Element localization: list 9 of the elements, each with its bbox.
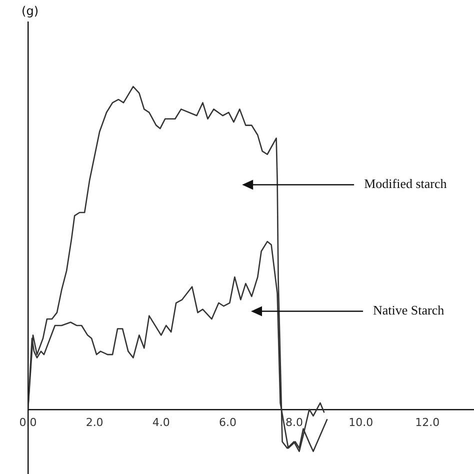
x-tick-label: 6.0: [218, 416, 236, 429]
text: (g): [22, 4, 38, 18]
x-tick-label: 12.0: [415, 416, 440, 429]
x-tick-label: 4.0: [152, 416, 170, 429]
annotation: Native Starch: [373, 302, 445, 318]
x-tick-label: 2.0: [86, 416, 104, 429]
annotation: Modified starch: [364, 176, 448, 192]
x-tick-label: 8.0: [286, 416, 304, 429]
x-tick-label: 10.0: [348, 416, 374, 429]
